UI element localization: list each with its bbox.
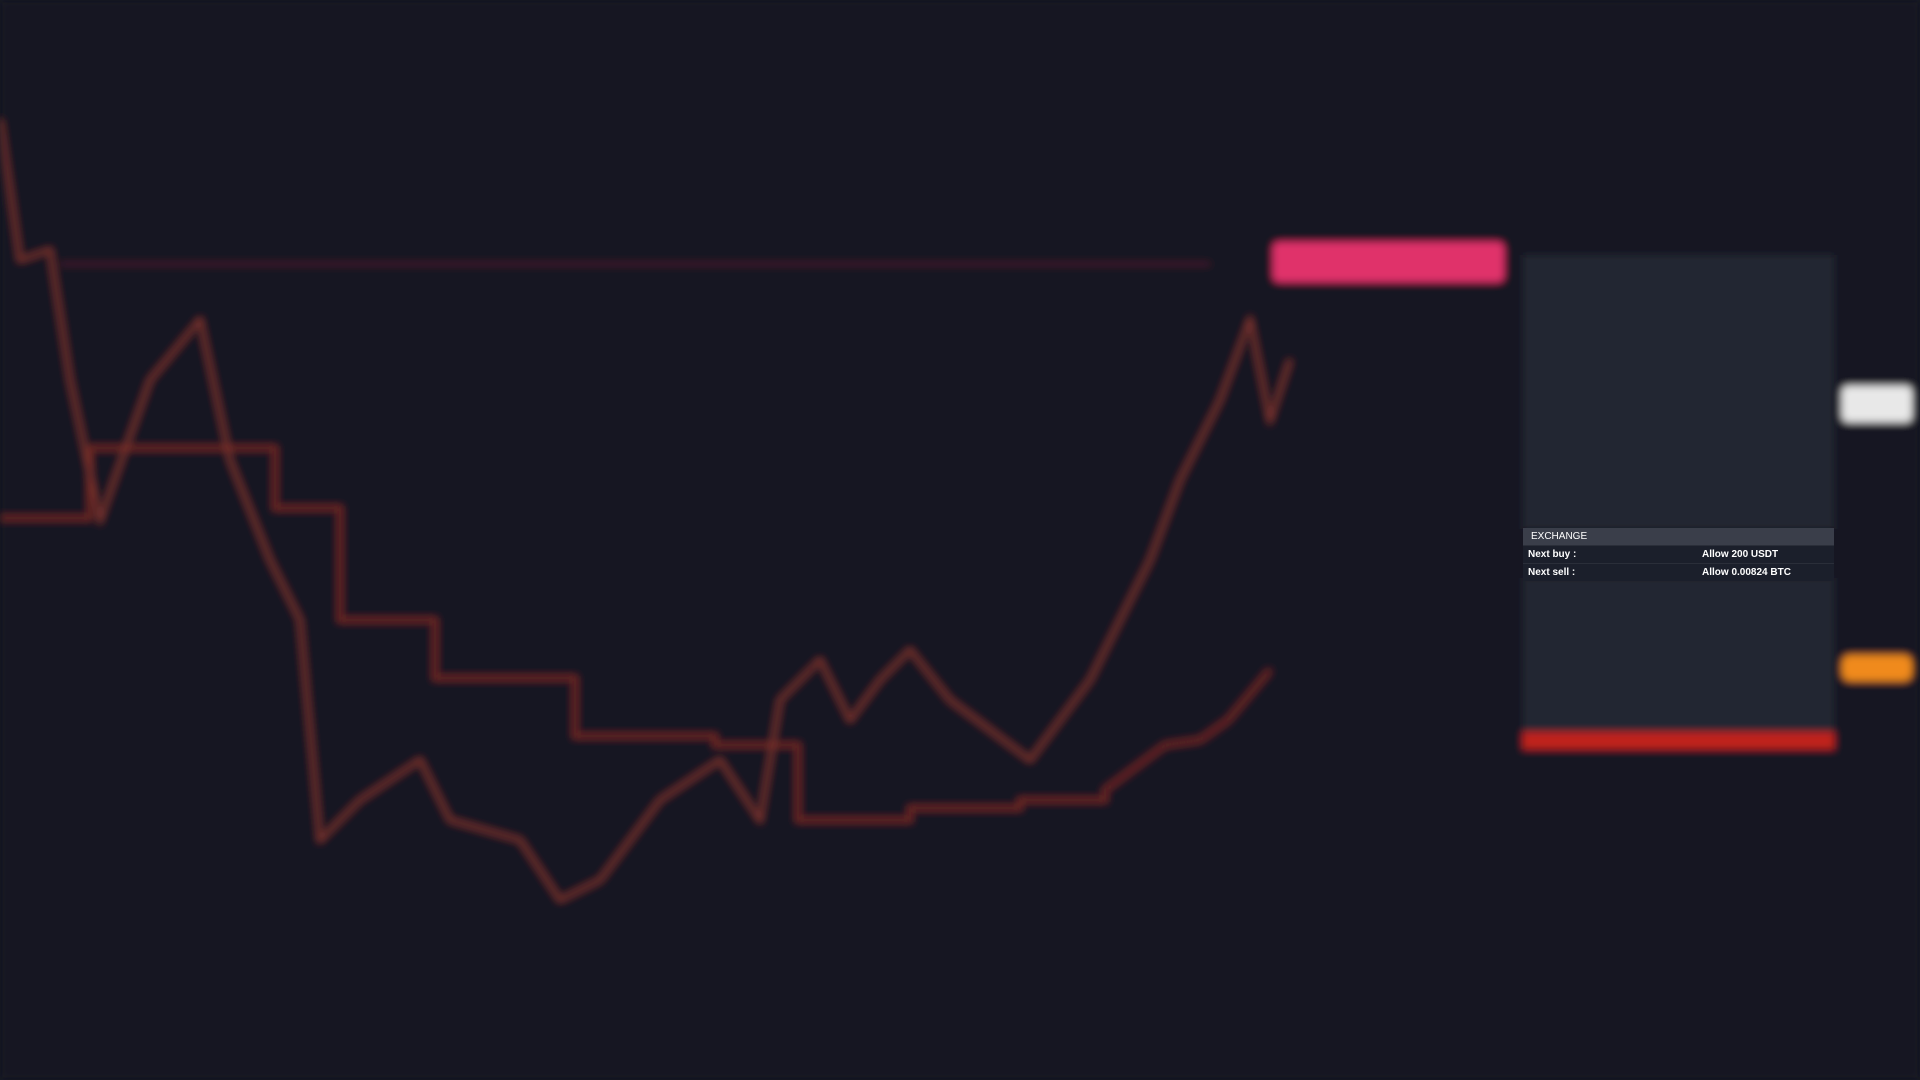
value: Allow 200 USDT xyxy=(1702,549,1779,560)
exchange-panel: EXCHANGE Next buy : Allow 200 USDT Next s… xyxy=(1523,528,1834,581)
label: Next buy : xyxy=(1528,549,1577,560)
row: Next sell : Allow 0.00824 BTC xyxy=(1523,563,1834,581)
value: Allow 0.00824 BTC xyxy=(1702,567,1791,578)
row: Next buy : Allow 200 USDT xyxy=(1523,545,1834,563)
label: Next sell : xyxy=(1528,567,1576,578)
exchange-title: EXCHANGE xyxy=(1523,528,1834,545)
